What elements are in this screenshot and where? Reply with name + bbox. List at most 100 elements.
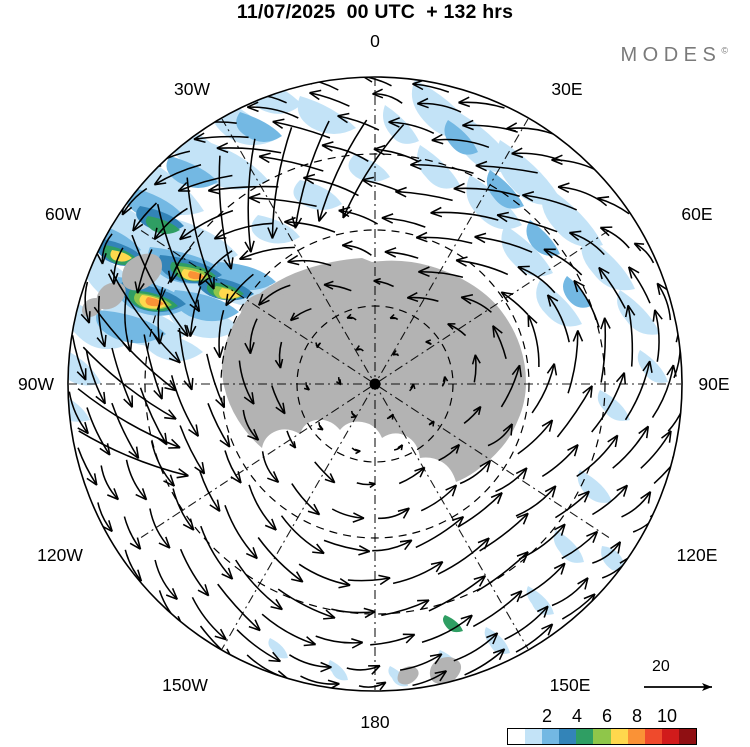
wind-arrow-head [185,324,197,337]
wind-arrow-head [567,444,579,457]
lon-label-0: 0 [370,31,380,51]
wind-arrow [178,327,193,391]
wind-arrow [517,266,556,294]
wind-arrow [315,635,363,644]
lon-label-30w: 30W [174,79,210,99]
wind-arrow [500,291,529,316]
wind-arrow [257,537,304,583]
wind-arrow-head [486,632,499,645]
wind-arrow-head [158,536,171,549]
wind-vector-field [68,77,682,691]
wind-arrow-head [316,209,328,222]
wind-arrow-head [474,232,487,244]
wind-arrow-head [221,567,234,580]
wind-arrow [373,148,420,163]
wind-arrow-head [209,499,221,512]
wind-arrow-head [246,101,259,113]
wind-arrow [495,467,528,493]
wind-arrow [592,541,621,564]
wind-arrow [271,126,293,239]
wind-arrow-head [197,584,210,597]
wind-arrow [321,144,369,162]
wind-arrow [372,539,413,552]
wind-arrow-head [451,515,465,528]
wind-arrow [561,530,598,560]
wind-arrow-head [214,628,227,641]
wind-arrow [416,236,473,245]
south-pole-marker [369,378,381,390]
colorbar-swatch-2 [542,729,560,744]
wind-arrow-head [244,342,255,355]
wind-arrow-head [445,484,458,497]
wind-arrow [515,623,554,653]
wind-arrow-head [176,468,189,479]
wind-arrow-head [86,473,98,486]
vector-scale-label: 20 [652,658,670,675]
wind-arrow-head [680,391,682,404]
wind-arrow-head [258,152,271,164]
wind-arrow-head [324,473,336,484]
wind-arrow [100,465,119,501]
wind-arrow [239,246,295,260]
wind-arrow [123,516,142,550]
wind-arrow-head [204,277,215,290]
wind-arrow [179,209,234,241]
lon-label-60w: 60W [45,204,81,224]
wind-arrow-head [430,206,443,218]
wind-arrow [346,664,381,671]
wind-arrow-head [496,211,509,223]
wind-arrow-head [207,183,221,195]
wind-arrow [225,273,254,306]
wind-arrow [82,346,177,420]
vector-scale-key: 20 [640,658,726,701]
wind-arrow-head [248,619,261,632]
wind-arrow-head [164,409,177,420]
wind-arrow [125,459,148,501]
wind-arrow [362,77,392,87]
lon-label-120e: 120E [676,545,718,565]
wind-arrow-head [338,577,351,589]
wind-arrow-head [368,664,381,675]
wind-arrow-head [182,518,195,531]
wind-arrow-head [307,503,321,516]
wind-arrow-head [165,587,179,601]
wind-arrow [654,309,660,362]
wind-arrow [121,187,148,216]
wind-arrow [337,115,380,131]
wind-arrow [531,363,556,414]
wind-arrow-head [335,379,342,386]
wind-arrow-head [216,142,229,154]
wind-arrow-head [541,419,554,432]
wind-arrow-head [624,304,636,318]
wind-arrow [323,539,370,553]
wind-arrow-head [399,539,413,551]
wind-arrow-head [190,117,203,128]
wind-arrow [438,444,460,462]
wind-arrow [314,461,336,484]
wind-arrow-head [198,273,210,286]
wind-arrow [249,197,317,208]
wind-arrow-head [381,213,394,224]
wind-arrow-head [416,97,429,109]
wind-arrow [218,155,232,270]
wind-arrow [372,93,403,104]
wind-arrow [154,559,178,600]
wind-arrow-head [543,248,556,259]
wind-arrow-head [99,443,111,456]
wind-arrow [124,295,132,352]
colorbar-tick-8: 8 [631,706,642,726]
wind-arrow [407,296,439,303]
wind-arrow-head [453,182,466,194]
wind-arrow-head [153,174,167,186]
wind-arrow-head [315,342,321,349]
wind-arrow [186,177,215,290]
wind-arrow [338,209,378,225]
wind-arrow-head [337,112,350,124]
wind-arrow-head [517,265,530,276]
wind-arrow-head [502,423,513,436]
wind-arrow-head [193,132,206,144]
wind-arrow [68,391,89,435]
wind-arrow-head [397,444,404,451]
wind-arrow-head [257,293,270,306]
